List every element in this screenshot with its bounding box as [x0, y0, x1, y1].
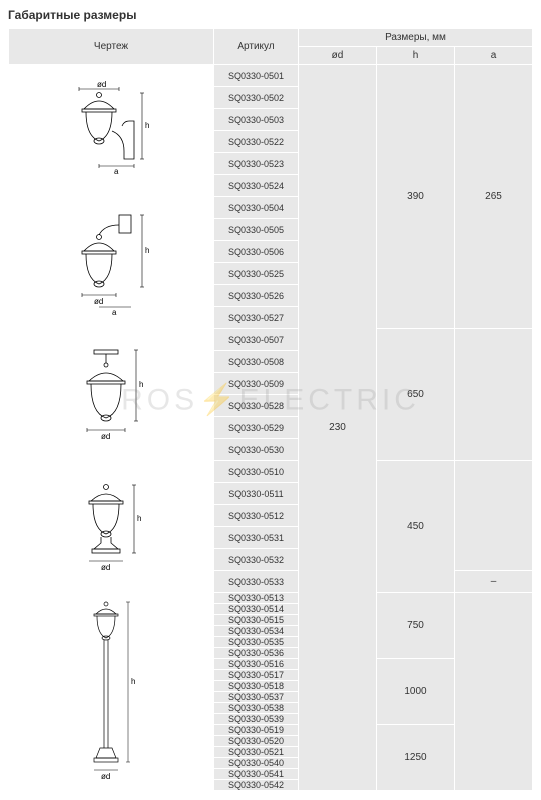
article-cell: SQ0330-0540 [214, 758, 299, 769]
article-cell: SQ0330-0530 [214, 439, 299, 461]
h-cell: 650 [377, 329, 455, 461]
col-article: Артикул [214, 29, 299, 65]
article-cell: SQ0330-0513 [214, 593, 299, 604]
h-cell: 1000 [377, 659, 455, 725]
article-cell: SQ0330-0526 [214, 285, 299, 307]
article-cell: SQ0330-0504 [214, 197, 299, 219]
a-cell [455, 329, 533, 461]
drawing-cell [9, 197, 214, 329]
table-body: SQ0330-0501230390265SQ0330-0502SQ0330-05… [9, 65, 533, 791]
article-cell: SQ0330-0518 [214, 681, 299, 692]
article-cell: SQ0330-0542 [214, 780, 299, 791]
lamp_pendant-icon [66, 345, 156, 445]
article-cell: SQ0330-0507 [214, 329, 299, 351]
a-cell: 265 [455, 65, 533, 329]
article-cell: SQ0330-0509 [214, 373, 299, 395]
drawing-cell [9, 329, 214, 461]
col-dimensions-group: Размеры, мм [299, 29, 533, 47]
article-cell: SQ0330-0533 [214, 571, 299, 593]
article-cell: SQ0330-0506 [214, 241, 299, 263]
od-cell: 230 [299, 65, 377, 791]
a-cell: – [455, 571, 533, 593]
page-title: Габаритные размеры [8, 8, 533, 22]
article-cell: SQ0330-0501 [214, 65, 299, 87]
article-cell: SQ0330-0536 [214, 648, 299, 659]
article-cell: SQ0330-0541 [214, 769, 299, 780]
article-cell: SQ0330-0535 [214, 637, 299, 648]
table-row: SQ0330-0507650 [9, 329, 533, 351]
article-cell: SQ0330-0525 [214, 263, 299, 285]
table-row: SQ0330-0513750 [9, 593, 533, 604]
table-row: SQ0330-0510450 [9, 461, 533, 483]
lamp_post-icon [66, 598, 156, 786]
article-cell: SQ0330-0512 [214, 505, 299, 527]
h-cell: 390 [377, 65, 455, 329]
article-cell: SQ0330-0524 [214, 175, 299, 197]
col-a: a [455, 47, 533, 65]
col-h: h [377, 47, 455, 65]
a-cell [455, 461, 533, 571]
article-cell: SQ0330-0517 [214, 670, 299, 681]
article-cell: SQ0330-0511 [214, 483, 299, 505]
article-cell: SQ0330-0534 [214, 626, 299, 637]
article-cell: SQ0330-0521 [214, 747, 299, 758]
article-cell: SQ0330-0516 [214, 659, 299, 670]
h-cell: 1250 [377, 725, 455, 791]
table-header: Чертеж Артикул Размеры, мм ød h a [9, 29, 533, 65]
lamp_up-icon [64, 81, 159, 181]
article-cell: SQ0330-0527 [214, 307, 299, 329]
h-cell: 450 [377, 461, 455, 593]
article-cell: SQ0330-0523 [214, 153, 299, 175]
article-cell: SQ0330-0532 [214, 549, 299, 571]
drawing-cell [9, 593, 214, 791]
article-cell: SQ0330-0514 [214, 604, 299, 615]
article-cell: SQ0330-0502 [214, 87, 299, 109]
drawing-cell [9, 461, 214, 593]
article-cell: SQ0330-0503 [214, 109, 299, 131]
article-cell: SQ0330-0515 [214, 615, 299, 626]
h-cell: 750 [377, 593, 455, 659]
col-drawing: Чертеж [9, 29, 214, 65]
article-cell: SQ0330-0522 [214, 131, 299, 153]
drawing-cell [9, 65, 214, 197]
article-cell: SQ0330-0510 [214, 461, 299, 483]
dimensions-table: Чертеж Артикул Размеры, мм ød h a SQ0330… [8, 28, 533, 791]
article-cell: SQ0330-0519 [214, 725, 299, 736]
article-cell: SQ0330-0505 [214, 219, 299, 241]
article-cell: SQ0330-0528 [214, 395, 299, 417]
article-cell: SQ0330-0508 [214, 351, 299, 373]
col-od: ød [299, 47, 377, 65]
a-cell [455, 593, 533, 791]
article-cell: SQ0330-0531 [214, 527, 299, 549]
article-cell: SQ0330-0538 [214, 703, 299, 714]
lamp_pedestal-icon [66, 479, 156, 575]
lamp_down-icon [64, 207, 159, 319]
article-cell: SQ0330-0539 [214, 714, 299, 725]
article-cell: SQ0330-0537 [214, 692, 299, 703]
article-cell: SQ0330-0529 [214, 417, 299, 439]
article-cell: SQ0330-0520 [214, 736, 299, 747]
table-row: SQ0330-0501230390265 [9, 65, 533, 87]
